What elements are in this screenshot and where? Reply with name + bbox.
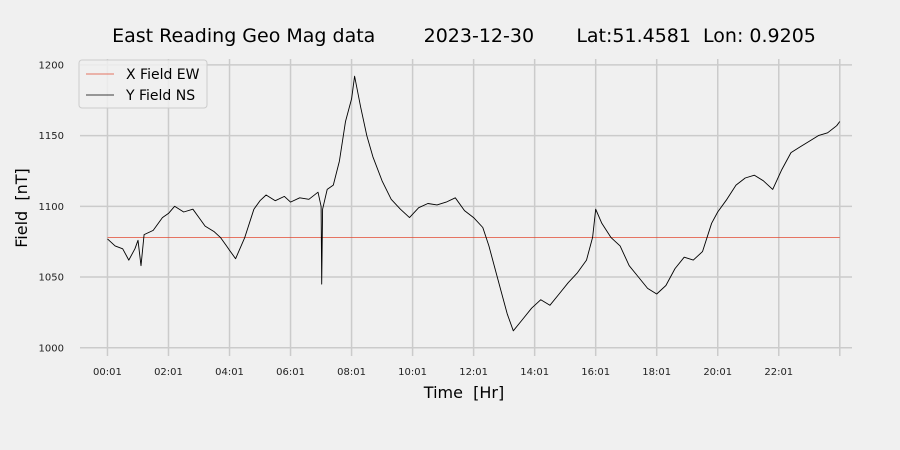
legend-label-y-field: Y Field NS xyxy=(125,88,195,104)
series-line-y-field xyxy=(107,75,841,332)
grid-lines xyxy=(80,59,852,356)
x-tick-label: 10:01 xyxy=(398,367,427,378)
x-tick-label: 04:01 xyxy=(215,367,244,378)
legend-box xyxy=(78,59,208,109)
y-tick-label: 1100 xyxy=(39,202,64,213)
x-tick-label: 02:01 xyxy=(154,367,183,378)
x-tick-label: 18:01 xyxy=(642,367,671,378)
series-layer xyxy=(107,75,841,332)
legend-label-x-field: X Field EW xyxy=(126,67,200,83)
x-tick-label: 08:01 xyxy=(337,367,366,378)
axis-ticks: 00:01 02:01 04:01 06:01 08:01 10:01 12:01 14:01… xyxy=(39,60,794,378)
x-tick-label: 06:01 xyxy=(276,367,305,378)
x-tick-label: 22:01 xyxy=(764,367,793,378)
y-tick-label: 1200 xyxy=(39,60,64,71)
x-tick-label: 00:01 xyxy=(93,367,122,378)
y-tick-label: 1150 xyxy=(39,131,64,142)
x-tick-label: 20:01 xyxy=(703,367,732,378)
chart-title: East Reading Geo Mag data 2023-12-30 Lat… xyxy=(112,25,816,47)
y-tick-label: 1050 xyxy=(39,273,64,284)
y-axis-title: Field [nT] xyxy=(12,168,31,248)
x-tick-label: 16:01 xyxy=(581,367,610,378)
legend: X Field EW Y Field NS xyxy=(78,59,208,109)
x-tick-label: 12:01 xyxy=(459,367,488,378)
y-tick-label: 1000 xyxy=(39,343,64,354)
x-tick-label: 14:01 xyxy=(520,367,549,378)
x-axis-title: Time [Hr] xyxy=(423,383,504,402)
